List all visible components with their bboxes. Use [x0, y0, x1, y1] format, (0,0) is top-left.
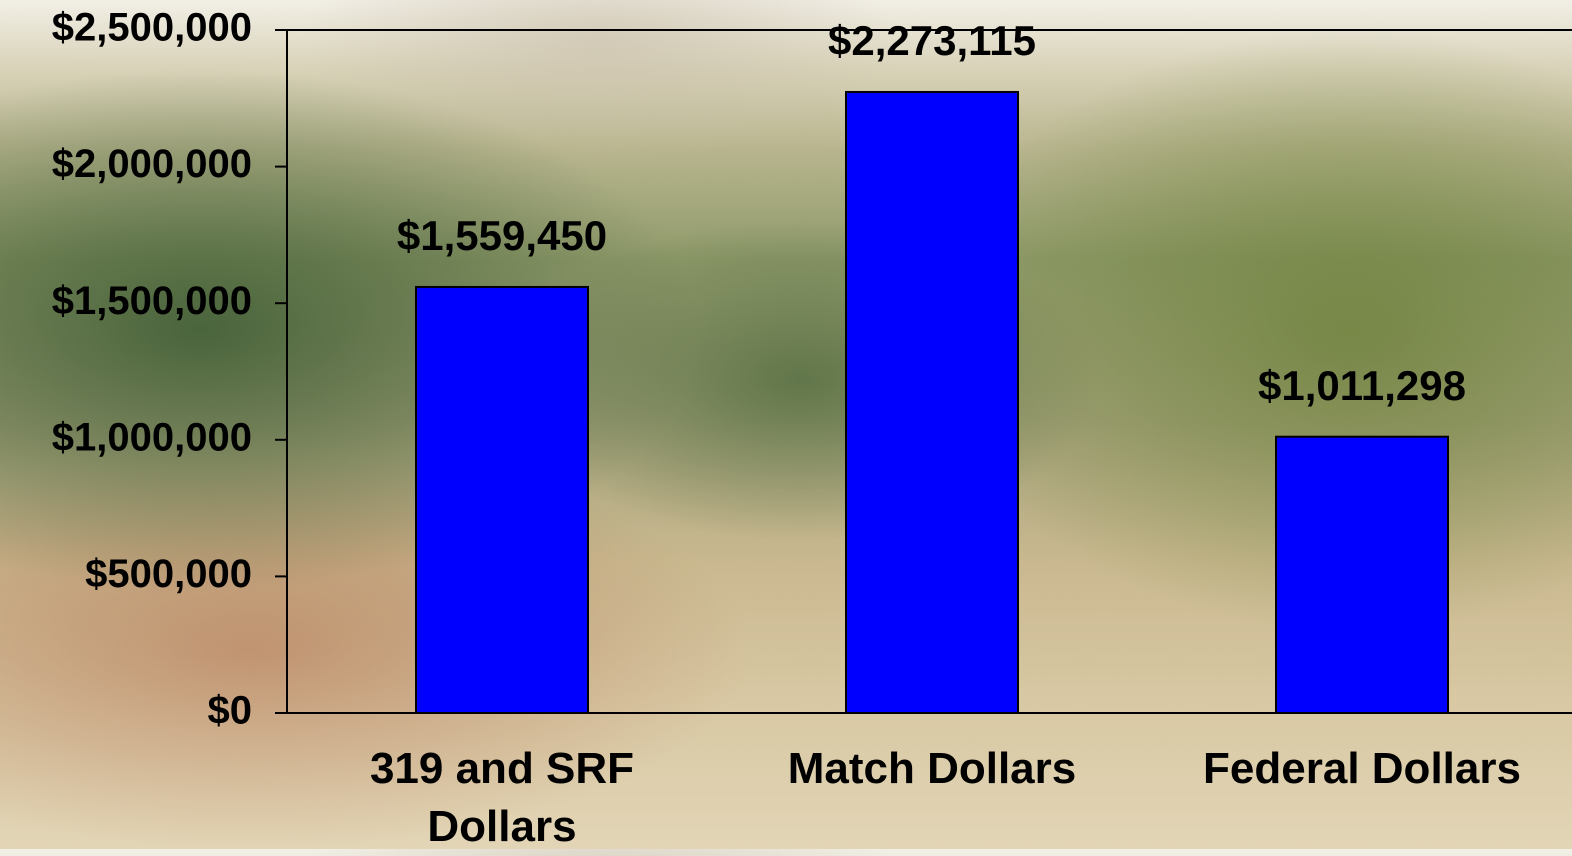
y-tick-label: $1,000,000: [52, 415, 252, 459]
y-tick-label: $0: [208, 689, 253, 733]
value-label: $1,559,450: [397, 212, 607, 259]
x-tick-label: Federal Dollars: [1203, 744, 1521, 793]
value-label: $1,011,298: [1258, 362, 1466, 409]
x-tick-label: 319 and SRF Dollars: [369, 744, 635, 851]
y-tick-label: $2,000,000: [52, 142, 252, 186]
bar: [845, 90, 1019, 714]
y-tick-label: $1,500,000: [52, 279, 252, 323]
bar: [415, 285, 589, 714]
x-tick-label: Match Dollars: [787, 744, 1077, 793]
bar: [1275, 435, 1449, 714]
y-tick-label: $2,500,000: [52, 6, 252, 50]
y-tick-label: $500,000: [85, 552, 252, 596]
value-label: $2,273,115: [828, 17, 1036, 64]
